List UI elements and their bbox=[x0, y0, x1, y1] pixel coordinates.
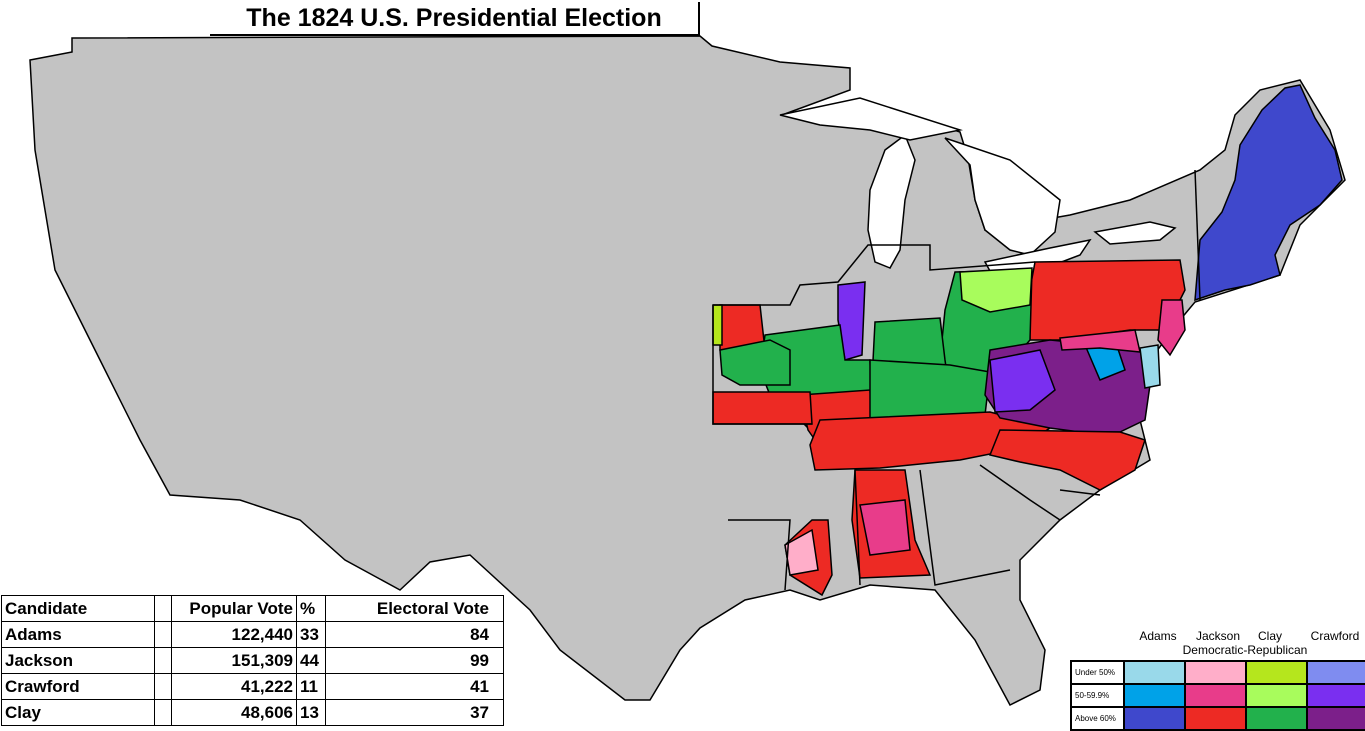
region-missouri-south bbox=[712, 391, 813, 425]
popular-vote: 48,606 bbox=[171, 699, 297, 726]
state-boundaries bbox=[712, 169, 1201, 591]
legend-party: Democratic-Republican bbox=[1182, 643, 1308, 657]
legend-candidate-clay: Clay bbox=[1257, 629, 1282, 643]
legend-swatch-adams-above-60 bbox=[1124, 707, 1185, 730]
electoral-vote: 99 bbox=[325, 647, 504, 674]
legend-swatch-adams-under-50 bbox=[1124, 661, 1185, 684]
vote-percent: 33 bbox=[296, 621, 326, 648]
header-electoral-vote: Electoral Vote bbox=[325, 595, 504, 622]
blank-cell bbox=[154, 621, 172, 648]
region-new-england bbox=[1194, 84, 1343, 302]
legend-candidate-jackson: Jackson bbox=[1195, 629, 1241, 643]
region-north-carolina bbox=[988, 429, 1146, 491]
header-popular-vote: Popular Vote bbox=[171, 595, 297, 622]
region-virginia-west bbox=[989, 349, 1056, 413]
results-table: Candidate Popular Vote % Electoral Vote … bbox=[1, 595, 504, 726]
legend-swatch-clay-under-50 bbox=[1246, 661, 1307, 684]
legend-swatch-crawford-above-60 bbox=[1307, 707, 1365, 730]
region-illinois-north bbox=[837, 281, 866, 361]
lake-superior bbox=[779, 97, 963, 141]
legend-row-label: Above 60% bbox=[1071, 707, 1124, 730]
candidate-name: Clay bbox=[1, 699, 155, 726]
legend-swatch-jackson-above-60 bbox=[1185, 707, 1246, 730]
popular-vote: 122,440 bbox=[171, 621, 297, 648]
table-row: Clay 48,606 13 37 bbox=[1, 699, 504, 726]
map-legend: Adams Jackson Clay Crawford Democratic-R… bbox=[1070, 625, 1365, 731]
lake-ontario bbox=[1093, 221, 1177, 245]
table-row: Adams 122,440 33 84 bbox=[1, 621, 504, 648]
map-title: The 1824 U.S. Presidential Election bbox=[210, 2, 700, 36]
region-new-jersey bbox=[1157, 299, 1186, 357]
region-iowa-strip bbox=[712, 304, 723, 346]
electoral-vote: 84 bbox=[325, 621, 504, 648]
lake-huron bbox=[944, 137, 1061, 256]
blank-cell bbox=[154, 673, 172, 700]
legend-row-label: Under 50% bbox=[1071, 661, 1124, 684]
vote-percent: 11 bbox=[296, 673, 326, 700]
blank-cell bbox=[154, 647, 172, 674]
legend-candidates: Adams Jackson Clay Crawford bbox=[1070, 629, 1365, 643]
legend-swatch-jackson-50-60 bbox=[1185, 684, 1246, 707]
candidate-name: Adams bbox=[1, 621, 155, 648]
table-row: Crawford 41,222 11 41 bbox=[1, 673, 504, 700]
header-percent: % bbox=[296, 595, 326, 622]
region-maryland bbox=[1059, 329, 1141, 353]
legend-candidate-adams: Adams bbox=[1139, 629, 1177, 643]
legend-swatch-clay-above-60 bbox=[1246, 707, 1307, 730]
vote-percent: 13 bbox=[296, 699, 326, 726]
region-delaware bbox=[1139, 344, 1161, 389]
legend-grid: Under 50% 50-59.9% Above 60% bbox=[1070, 660, 1365, 731]
header-blank bbox=[154, 595, 172, 622]
popular-vote: 41,222 bbox=[171, 673, 297, 700]
electoral-vote: 41 bbox=[325, 673, 504, 700]
legend-swatch-crawford-under-50 bbox=[1307, 661, 1365, 684]
results-header-row: Candidate Popular Vote % Electoral Vote bbox=[1, 595, 504, 622]
blank-cell bbox=[154, 699, 172, 726]
legend-swatch-crawford-50-60 bbox=[1307, 684, 1365, 707]
vote-percent: 44 bbox=[296, 647, 326, 674]
region-missouri-east bbox=[719, 339, 791, 386]
electoral-vote: 37 bbox=[325, 699, 504, 726]
legend-swatch-adams-50-60 bbox=[1124, 684, 1185, 707]
legend-row-label: 50-59.9% bbox=[1071, 684, 1124, 707]
candidate-name: Crawford bbox=[1, 673, 155, 700]
legend-swatch-clay-50-60 bbox=[1246, 684, 1307, 707]
region-mississippi-pink bbox=[784, 528, 819, 576]
popular-vote: 151,309 bbox=[171, 647, 297, 674]
candidate-name: Jackson bbox=[1, 647, 155, 674]
lake-michigan bbox=[867, 133, 916, 269]
region-alabama-pink bbox=[859, 499, 911, 556]
legend-swatch-jackson-under-50 bbox=[1185, 661, 1246, 684]
header-candidate: Candidate bbox=[1, 595, 155, 622]
table-row: Jackson 151,309 44 99 bbox=[1, 647, 504, 674]
region-ohio-north bbox=[959, 267, 1033, 313]
legend-candidate-crawford: Crawford bbox=[1310, 629, 1360, 643]
